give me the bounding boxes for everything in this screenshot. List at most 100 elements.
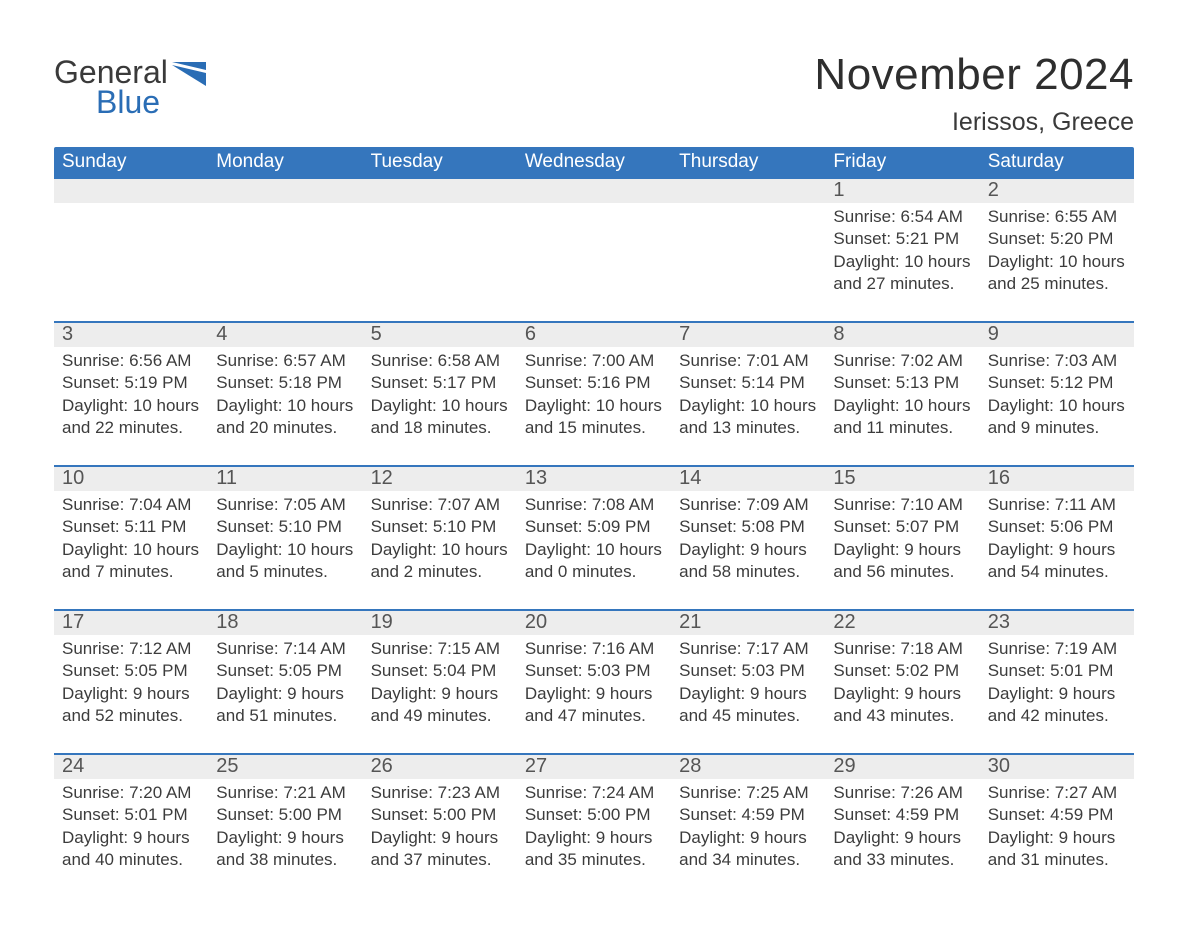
day-detail-line: Sunrise: 7:23 AM (371, 782, 509, 804)
day-detail-line: Sunset: 5:10 PM (371, 516, 509, 538)
day-detail-line: Sunset: 5:11 PM (62, 516, 200, 538)
day-detail-line: Sunrise: 7:16 AM (525, 638, 663, 660)
day-detail-line: Daylight: 10 hours (525, 395, 663, 417)
day-detail-line: Sunset: 5:16 PM (525, 372, 663, 394)
day-cell: Sunrise: 6:55 AMSunset: 5:20 PMDaylight:… (980, 203, 1134, 313)
day-detail-line: Sunrise: 7:09 AM (679, 494, 817, 516)
day-number: 21 (671, 611, 825, 635)
day-detail-line: Sunrise: 7:04 AM (62, 494, 200, 516)
flag-icon (172, 62, 206, 90)
day-detail-line: Daylight: 9 hours (62, 827, 200, 849)
day-number: 14 (671, 467, 825, 491)
day-detail-line: Sunset: 5:05 PM (62, 660, 200, 682)
day-number: 24 (54, 755, 208, 779)
day-number: 6 (517, 323, 671, 347)
day-cell: Sunrise: 7:18 AMSunset: 5:02 PMDaylight:… (825, 635, 979, 745)
day-detail-line: Daylight: 9 hours (679, 683, 817, 705)
weekday-label: Friday (825, 147, 979, 179)
day-detail-line: Daylight: 9 hours (525, 827, 663, 849)
day-cell: Sunrise: 7:05 AMSunset: 5:10 PMDaylight:… (208, 491, 362, 601)
title-block: November 2024 Ierissos, Greece (814, 50, 1134, 143)
day-detail-line: Daylight: 10 hours (679, 395, 817, 417)
logo-text: General Blue (54, 56, 168, 118)
day-detail-line: and 33 minutes. (833, 849, 971, 871)
day-cell (671, 203, 825, 313)
day-detail-line: Sunset: 5:17 PM (371, 372, 509, 394)
day-cell: Sunrise: 7:19 AMSunset: 5:01 PMDaylight:… (980, 635, 1134, 745)
day-detail-line: Sunset: 5:03 PM (525, 660, 663, 682)
day-detail-line: and 13 minutes. (679, 417, 817, 439)
day-detail-line: Daylight: 9 hours (833, 539, 971, 561)
day-detail-line: and 42 minutes. (988, 705, 1126, 727)
day-detail-line: Daylight: 10 hours (988, 251, 1126, 273)
logo-word-blue: Blue (96, 86, 168, 118)
day-number: 10 (54, 467, 208, 491)
day-detail-line: and 27 minutes. (833, 273, 971, 295)
day-detail-line: Sunrise: 7:18 AM (833, 638, 971, 660)
day-cell: Sunrise: 7:03 AMSunset: 5:12 PMDaylight:… (980, 347, 1134, 457)
day-detail-line: Daylight: 9 hours (62, 683, 200, 705)
calendar-page: General Blue November 2024 Ierissos, Gre… (0, 0, 1188, 929)
day-number (671, 179, 825, 203)
day-detail-line: and 22 minutes. (62, 417, 200, 439)
day-detail-line: Sunrise: 7:24 AM (525, 782, 663, 804)
day-detail-line: Sunset: 4:59 PM (833, 804, 971, 826)
location-label: Ierissos, Greece (814, 108, 1134, 137)
day-detail-line: Daylight: 10 hours (371, 539, 509, 561)
day-detail-line: Sunrise: 7:15 AM (371, 638, 509, 660)
day-detail-line: Daylight: 9 hours (679, 539, 817, 561)
day-detail-line: Sunset: 5:02 PM (833, 660, 971, 682)
day-detail-line: Sunrise: 7:02 AM (833, 350, 971, 372)
day-detail-line: Daylight: 10 hours (988, 395, 1126, 417)
day-detail-line: Daylight: 9 hours (525, 683, 663, 705)
day-detail-line: Sunset: 5:12 PM (988, 372, 1126, 394)
day-cell: Sunrise: 7:02 AMSunset: 5:13 PMDaylight:… (825, 347, 979, 457)
day-number: 19 (363, 611, 517, 635)
day-number: 2 (980, 179, 1134, 203)
day-detail-line: Daylight: 10 hours (833, 251, 971, 273)
daynum-row: 3456789 (54, 323, 1134, 347)
day-detail-line: Sunset: 5:04 PM (371, 660, 509, 682)
day-number: 3 (54, 323, 208, 347)
day-cell: Sunrise: 7:25 AMSunset: 4:59 PMDaylight:… (671, 779, 825, 889)
day-detail-line: Sunset: 5:20 PM (988, 228, 1126, 250)
day-number (517, 179, 671, 203)
day-detail-line: Daylight: 10 hours (62, 395, 200, 417)
weekday-label: Saturday (980, 147, 1134, 179)
day-cell: Sunrise: 7:16 AMSunset: 5:03 PMDaylight:… (517, 635, 671, 745)
day-number: 29 (825, 755, 979, 779)
week-row: 3456789Sunrise: 6:56 AMSunset: 5:19 PMDa… (54, 321, 1134, 457)
week-row: 17181920212223Sunrise: 7:12 AMSunset: 5:… (54, 609, 1134, 745)
day-detail-line: and 56 minutes. (833, 561, 971, 583)
day-detail-line: and 20 minutes. (216, 417, 354, 439)
day-number: 8 (825, 323, 979, 347)
day-cell: Sunrise: 7:11 AMSunset: 5:06 PMDaylight:… (980, 491, 1134, 601)
day-detail-line: and 47 minutes. (525, 705, 663, 727)
day-detail-line: and 40 minutes. (62, 849, 200, 871)
day-cell (363, 203, 517, 313)
day-cell: Sunrise: 7:26 AMSunset: 4:59 PMDaylight:… (825, 779, 979, 889)
day-detail-line: Daylight: 9 hours (371, 827, 509, 849)
day-detail-line: Daylight: 10 hours (62, 539, 200, 561)
day-number: 4 (208, 323, 362, 347)
day-cell: Sunrise: 7:21 AMSunset: 5:00 PMDaylight:… (208, 779, 362, 889)
logo: General Blue (54, 56, 206, 118)
day-detail-line: Sunset: 5:21 PM (833, 228, 971, 250)
day-detail-line: Daylight: 9 hours (833, 683, 971, 705)
day-number: 22 (825, 611, 979, 635)
week-row: 24252627282930Sunrise: 7:20 AMSunset: 5:… (54, 753, 1134, 889)
day-detail-line: and 0 minutes. (525, 561, 663, 583)
day-detail-line: Daylight: 9 hours (216, 683, 354, 705)
day-detail-line: Daylight: 9 hours (216, 827, 354, 849)
day-detail-line: Sunset: 5:06 PM (988, 516, 1126, 538)
day-detail-line: Sunrise: 6:55 AM (988, 206, 1126, 228)
day-detail-line: Sunrise: 6:58 AM (371, 350, 509, 372)
week-row: 12Sunrise: 6:54 AMSunset: 5:21 PMDayligh… (54, 179, 1134, 313)
day-detail-line: Daylight: 9 hours (371, 683, 509, 705)
day-cell: Sunrise: 7:23 AMSunset: 5:00 PMDaylight:… (363, 779, 517, 889)
day-detail-line: Daylight: 10 hours (216, 395, 354, 417)
day-detail-line: Daylight: 10 hours (525, 539, 663, 561)
day-detail-line: and 54 minutes. (988, 561, 1126, 583)
daynum-row: 24252627282930 (54, 755, 1134, 779)
day-detail-line: Sunset: 5:01 PM (62, 804, 200, 826)
